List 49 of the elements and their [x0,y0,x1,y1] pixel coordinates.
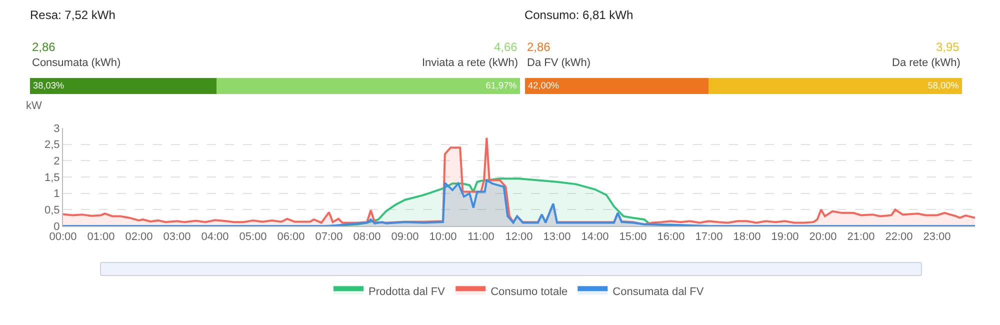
text: 2,86 [32,40,56,54]
x-tick-label: 13:00 [543,231,571,244]
data-label: 58,00% [928,80,959,90]
x-tick-label: 08:00 [353,231,381,244]
x-tick-label: 11:00 [468,231,494,244]
series-label: Consumata (kWh) [32,57,121,69]
y-tick-label: 1 [54,188,60,200]
text: 2,86 [527,40,551,54]
data-label: 61,97% [486,80,517,90]
x-tick-label: 09:00 [391,231,419,244]
data-label: 42,00% [528,80,560,90]
y-tick-label: 3 [54,122,60,135]
series-label: Da rete (kWh) [892,57,960,69]
y-tick-label: 2,5 [44,139,60,152]
data-label: 38,03% [33,80,64,90]
x-tick-label: 21:00 [847,231,875,244]
y-axis-title: kW [26,100,42,112]
x-tick-label: 00:00 [49,231,77,244]
x-tick-label: 12:00 [505,231,533,244]
y-tick-label: 1,5 [44,172,60,184]
chart-title: Consumo: 6,81 kWh [524,8,634,22]
y-tick-label: 0,5 [44,204,60,217]
x-tick-label: 02:00 [125,231,153,244]
x-tick-label: 10:00 [429,231,457,244]
legend-label: Prodotta dal FV [368,286,446,298]
x-tick-label: 23:00 [923,231,951,244]
legend-label: Consumo totale [490,286,568,298]
y-tick-label: 0 [54,220,60,233]
x-tick-label: 17:00 [695,231,723,244]
x-tick-label: 15:00 [619,231,647,244]
x-tick-label: 18:00 [733,231,761,244]
text: 4,66 [494,40,518,54]
x-tick-label: 07:00 [315,231,343,244]
x-tick-label: 22:00 [885,231,913,244]
series-label: Da FV (kWh) [527,57,591,69]
x-tick-label: 01:00 [87,231,115,244]
x-tick-label: 04:00 [201,231,229,244]
x-tick-label: 03:00 [163,231,191,244]
series-label: Inviata a rete (kWh) [422,57,518,69]
y-tick-label: 2 [54,156,60,168]
chart-title: Resa: 7,52 kWh [30,8,116,22]
x-tick-label: 05:00 [239,231,267,244]
text: 3,95 [936,40,960,54]
x-tick-label: 16:00 [657,231,685,244]
x-tick-label: 19:00 [771,231,799,244]
x-tick-label: 14:00 [581,231,609,244]
x-tick-label: 06:00 [277,231,305,244]
legend-label: Consumata dal FV [612,286,704,298]
x-tick-label: 20:00 [809,231,837,244]
